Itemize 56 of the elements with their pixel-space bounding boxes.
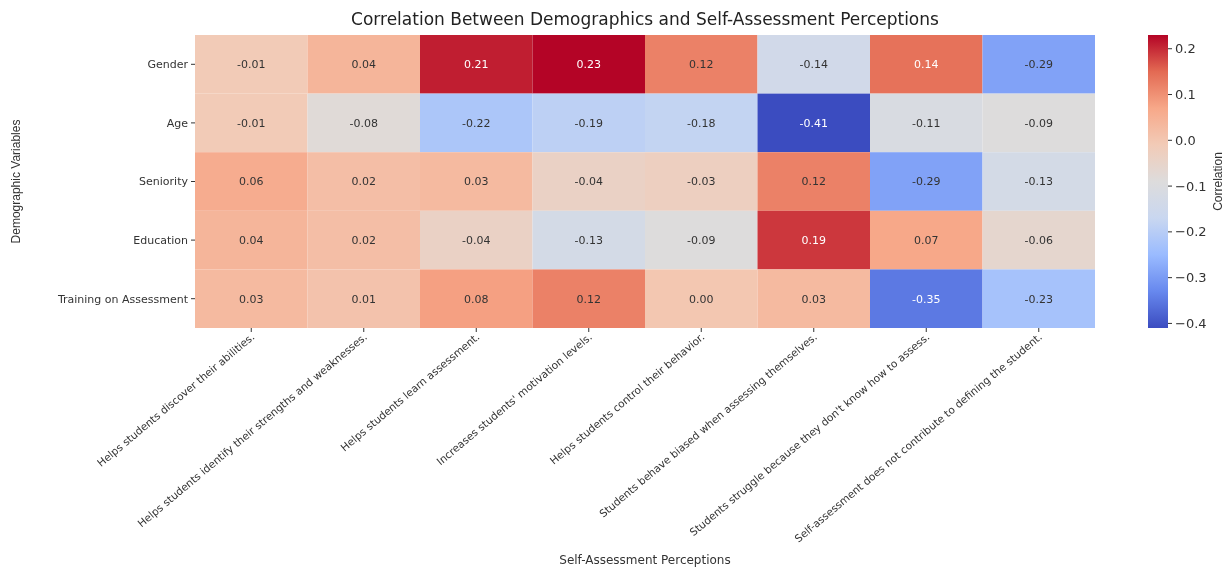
data-label: -0.09 xyxy=(687,233,716,247)
data-label: -0.19 xyxy=(574,116,603,130)
data-label: 0.07 xyxy=(914,233,939,247)
data-label: 0.02 xyxy=(351,233,376,247)
data-label: 0.01 xyxy=(351,292,376,306)
y-tick-label: Training on Assessment xyxy=(56,292,189,306)
data-label: -0.09 xyxy=(1024,116,1053,130)
data-label: -0.01 xyxy=(237,58,266,72)
color-bar-label: −0.2 xyxy=(1175,224,1207,240)
y-tick-label: Seniority xyxy=(139,175,189,189)
data-label: -0.04 xyxy=(574,175,603,189)
data-label: 0.02 xyxy=(351,175,376,189)
data-label: 0.19 xyxy=(801,233,826,247)
data-label: -0.04 xyxy=(462,233,491,247)
data-label: 0.23 xyxy=(576,58,601,72)
data-label: 0.00 xyxy=(689,292,714,306)
data-label: -0.18 xyxy=(687,116,716,130)
y-axis-title: Demographic Variables xyxy=(9,119,23,244)
color-bar-label: 0.0 xyxy=(1175,132,1196,148)
data-label: -0.22 xyxy=(462,116,491,130)
data-label: -0.13 xyxy=(1024,175,1053,189)
data-label: 0.12 xyxy=(576,292,601,306)
data-label: -0.08 xyxy=(349,116,378,130)
data-label: 0.12 xyxy=(801,175,826,189)
chart-title: Correlation Between Demographics and Self-Assessment Perceptions xyxy=(351,9,940,29)
data-label: -0.11 xyxy=(912,116,941,130)
data-label: 0.08 xyxy=(464,292,489,306)
data-label: -0.35 xyxy=(912,292,941,306)
data-label: -0.13 xyxy=(574,233,603,247)
data-label: -0.41 xyxy=(799,116,828,130)
y-tick-label: Gender xyxy=(147,58,189,72)
data-label: -0.01 xyxy=(237,116,266,130)
x-axis-title: Self-Assessment Perceptions xyxy=(559,553,731,567)
data-label: -0.14 xyxy=(799,58,828,72)
data-label: 0.03 xyxy=(464,175,489,189)
data-label: 0.04 xyxy=(351,58,376,72)
color-bar-label: 0.1 xyxy=(1175,87,1196,103)
color-bar-label: −0.1 xyxy=(1175,178,1207,194)
data-label: 0.12 xyxy=(689,58,714,72)
data-label: -0.03 xyxy=(687,175,716,189)
color-bar-label: −0.4 xyxy=(1175,315,1207,331)
data-label: -0.23 xyxy=(1024,292,1053,306)
color-bar-label: 0.2 xyxy=(1175,41,1196,57)
y-tick-label: Age xyxy=(166,116,189,130)
data-label: -0.06 xyxy=(1024,233,1053,247)
data-label: 0.04 xyxy=(239,233,264,247)
data-label: 0.03 xyxy=(239,292,264,306)
data-label: 0.14 xyxy=(914,58,939,72)
data-label: -0.29 xyxy=(1024,58,1053,72)
y-tick-label: Education xyxy=(133,233,189,247)
color-bar-title: Correlation xyxy=(1211,152,1225,211)
data-label: 0.21 xyxy=(464,58,489,72)
data-label: -0.29 xyxy=(912,175,941,189)
color-bar-label: −0.3 xyxy=(1175,270,1207,286)
data-label: 0.06 xyxy=(239,175,264,189)
data-label: 0.03 xyxy=(801,292,826,306)
